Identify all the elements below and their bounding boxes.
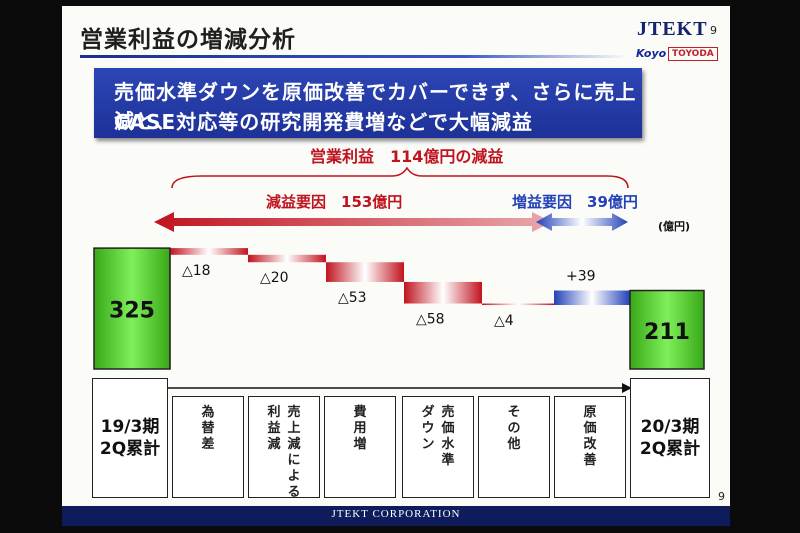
category-label-2-2: 利益減 bbox=[267, 405, 281, 452]
increase-arrow bbox=[536, 213, 628, 231]
category-box-2: 売上減による 利益減 bbox=[248, 396, 320, 500]
company-logo: JTEKT Koyo TOYODA bbox=[627, 16, 719, 64]
logo-koyo: Koyo bbox=[636, 47, 667, 60]
step-value-label-1: △18 bbox=[182, 263, 211, 279]
step-value-label-2: △20 bbox=[260, 270, 289, 286]
banner-line-2: CASE対応等の研究開発費増などで大幅減益 bbox=[114, 110, 533, 134]
step-bar-6 bbox=[554, 290, 630, 306]
increase-factors-label: 増益要因 39億円 bbox=[512, 193, 638, 211]
category-box-3: 費用増 bbox=[324, 396, 396, 498]
step-bar-1 bbox=[170, 248, 248, 255]
step-value-label-5: △4 bbox=[494, 313, 514, 329]
page-number-bottom: 9 bbox=[718, 490, 725, 503]
start-bar bbox=[93, 247, 171, 370]
summary-banner: 売価水準ダウンを原価改善でカバーできず、さらに売上減と、 CASE対応等の研究開… bbox=[94, 68, 642, 138]
unit-label: (億円) bbox=[658, 219, 690, 233]
category-box-6: 原価改善 bbox=[554, 396, 626, 498]
waterfall-chart: 325 △18 △20 △53 △58 △4 +39 211 (億円) 営業利益 114億円の減益… bbox=[93, 147, 705, 393]
page-title: 営業利益の増減分析 bbox=[80, 27, 296, 53]
slide: 営業利益の増減分析 JTEKT Koyo TOYODA 9 売価水準ダウンを原価… bbox=[62, 6, 730, 526]
category-box-5: その他 bbox=[478, 396, 550, 498]
category-label-6-1: 原価改善 bbox=[583, 405, 597, 468]
step-bar-3 bbox=[326, 262, 404, 282]
step-bar-4 bbox=[404, 281, 482, 304]
start-label-box: 19/3期 2Q累計 bbox=[92, 378, 168, 498]
logo-brand: JTEKT bbox=[637, 18, 708, 40]
category-box-4: 売価水準 ダウン bbox=[402, 396, 474, 498]
step-value-label-6: +39 bbox=[566, 269, 596, 285]
step-bar-5 bbox=[482, 303, 554, 306]
category-label-4-1: 売価水準 bbox=[441, 405, 455, 468]
category-box-1: 為替差 bbox=[172, 396, 244, 498]
step-bar-2 bbox=[248, 254, 326, 263]
category-label-3-1: 費用増 bbox=[353, 405, 367, 452]
footer-bar bbox=[62, 506, 730, 526]
total-change-brace bbox=[171, 166, 629, 189]
banner-line-1: 売価水準ダウンを原価改善でカバーできず、さらに売上減と、 bbox=[114, 80, 637, 133]
step-value-label-4: △58 bbox=[416, 312, 445, 328]
end-label: 20/3期 2Q累計 bbox=[639, 417, 701, 459]
step-value-label-3: △53 bbox=[338, 290, 367, 306]
start-value-label: 325 bbox=[109, 299, 155, 324]
total-change-label: 営業利益 114億円の減益 bbox=[310, 147, 503, 166]
end-value-label: 211 bbox=[644, 320, 690, 345]
logo-toyoda: TOYODA bbox=[668, 47, 718, 61]
end-bar bbox=[629, 289, 705, 370]
category-label-5-1: その他 bbox=[507, 405, 521, 452]
category-label-2-1: 売上減による bbox=[287, 405, 301, 500]
page-number-top: 9 bbox=[710, 24, 717, 37]
timeline-arrowhead bbox=[622, 383, 632, 393]
start-label: 19/3期 2Q累計 bbox=[99, 417, 161, 459]
end-label-box: 20/3期 2Q累計 bbox=[630, 378, 710, 498]
title-underline bbox=[80, 55, 628, 58]
category-label-4-2: ダウン bbox=[421, 405, 435, 452]
decrease-factors-label: 減益要因 153億円 bbox=[266, 193, 402, 211]
category-label-1-1: 為替差 bbox=[201, 405, 215, 452]
decrease-arrow bbox=[154, 212, 552, 232]
footer-text: JTEKT CORPORATION bbox=[331, 508, 461, 520]
